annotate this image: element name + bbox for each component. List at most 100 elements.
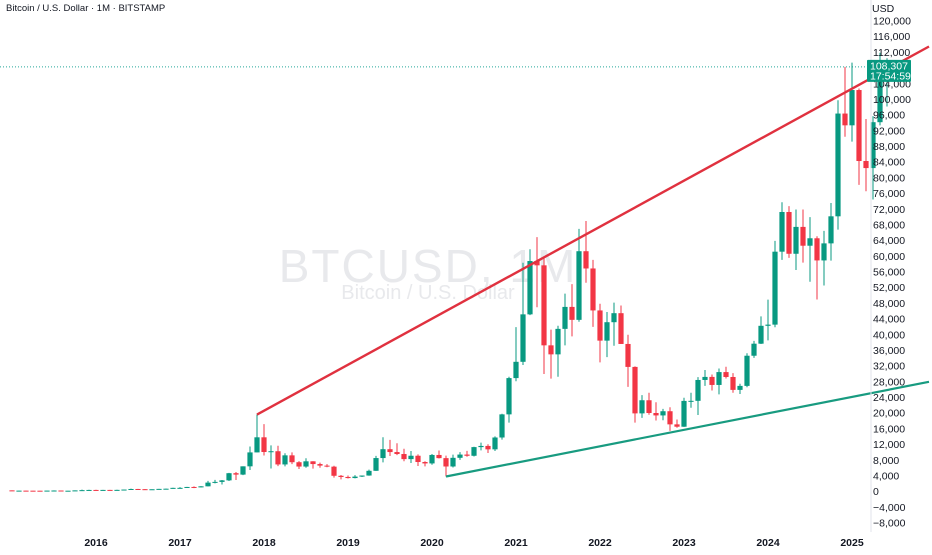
x-tick-label: 2024 bbox=[756, 537, 780, 549]
candle-body bbox=[681, 400, 687, 427]
candle-2020-12 bbox=[506, 376, 512, 423]
candle-body bbox=[394, 452, 400, 455]
candle-2021-03 bbox=[527, 249, 533, 316]
candle-body bbox=[639, 400, 645, 414]
candle-body bbox=[366, 470, 372, 476]
candle-2017-06 bbox=[212, 479, 218, 484]
price-axis[interactable]: −8,000 −4,000 0 4,000 8,000 12,000 16,000 20,00… bbox=[870, 0, 911, 532]
candle-2017-07 bbox=[219, 480, 225, 485]
candle-2018-02 bbox=[268, 445, 274, 469]
candle-body bbox=[37, 490, 43, 492]
candle-2015-09 bbox=[65, 490, 71, 492]
resistance-trendline[interactable] bbox=[256, 45, 930, 416]
candle-2020-02 bbox=[436, 450, 442, 459]
candle-2017-08 bbox=[226, 472, 232, 482]
x-tick-label: 2020 bbox=[420, 537, 444, 549]
candle-body bbox=[723, 372, 729, 377]
candle-2022-11 bbox=[667, 407, 673, 431]
candle-body bbox=[758, 325, 764, 344]
y-tick-label: 84,000 bbox=[873, 157, 905, 169]
y-tick-label: 60,000 bbox=[873, 251, 905, 263]
candle-body bbox=[779, 211, 785, 252]
candle-2019-08 bbox=[394, 443, 400, 456]
candle-2024-10 bbox=[828, 202, 834, 261]
candle-body bbox=[695, 379, 701, 401]
candle-body bbox=[632, 366, 638, 414]
candle-2020-07 bbox=[471, 446, 477, 457]
candle-body bbox=[72, 490, 78, 492]
x-tick-label: 2021 bbox=[504, 537, 528, 549]
candle-body bbox=[674, 424, 680, 427]
candle-2019-12 bbox=[422, 461, 428, 467]
candle-2015-01 bbox=[9, 490, 15, 492]
y-tick-label: 36,000 bbox=[873, 345, 905, 357]
candle-body bbox=[226, 473, 232, 481]
candle-2023-04 bbox=[702, 370, 708, 386]
candle-body bbox=[331, 466, 337, 476]
candle-body bbox=[401, 454, 407, 460]
candle-2015-06 bbox=[44, 490, 50, 492]
candle-body bbox=[219, 480, 225, 482]
candle-2024-11 bbox=[835, 100, 841, 230]
candle-2016-12 bbox=[170, 487, 176, 489]
y-tick-label: 28,000 bbox=[873, 376, 905, 388]
candle-2018-07 bbox=[303, 458, 309, 468]
candle-2018-03 bbox=[275, 445, 281, 467]
candle-body bbox=[590, 268, 596, 311]
candle-body bbox=[142, 489, 148, 491]
y-tick-label: 68,000 bbox=[873, 219, 905, 231]
candle-2016-08 bbox=[142, 489, 148, 491]
y-tick-label: 92,000 bbox=[873, 125, 905, 137]
candle-body bbox=[849, 90, 855, 126]
candle-2023-05 bbox=[709, 374, 715, 391]
candle-2024-04 bbox=[786, 206, 792, 258]
candle-2022-09 bbox=[653, 402, 659, 421]
candle-2025-02 bbox=[856, 88, 862, 185]
candle-2020-09 bbox=[485, 444, 491, 453]
candle-body bbox=[191, 486, 197, 488]
candle-body bbox=[506, 378, 512, 415]
candle-2016-09 bbox=[149, 489, 155, 491]
candle-body bbox=[835, 113, 841, 217]
candle-2017-03 bbox=[191, 486, 197, 489]
candle-body bbox=[345, 476, 351, 479]
candle-2021-07 bbox=[555, 325, 561, 377]
y-axis-currency: USD bbox=[872, 3, 895, 15]
x-tick-label: 2025 bbox=[840, 537, 864, 549]
x-tick-label: 2017 bbox=[168, 537, 192, 549]
candle-body bbox=[478, 445, 484, 448]
candle-body bbox=[233, 473, 239, 475]
candle-body bbox=[436, 454, 442, 459]
y-tick-label: 116,000 bbox=[873, 31, 910, 43]
y-tick-label: 24,000 bbox=[873, 392, 905, 404]
candle-body bbox=[786, 211, 792, 254]
support-trendline[interactable] bbox=[445, 380, 930, 478]
price-tag-countdown: 17:54:59 bbox=[870, 70, 911, 82]
candle-2023-11 bbox=[751, 340, 757, 358]
candle-2016-06 bbox=[128, 488, 134, 490]
candle-body bbox=[576, 251, 582, 320]
candle-body bbox=[44, 490, 50, 492]
candle-2021-04 bbox=[534, 237, 540, 308]
candle-2024-01 bbox=[765, 299, 771, 341]
candle-body bbox=[170, 487, 176, 489]
candle-2021-11 bbox=[583, 221, 589, 283]
candle-body bbox=[856, 90, 862, 162]
candle-body bbox=[198, 486, 204, 488]
candle-body bbox=[247, 452, 253, 467]
candle-2022-07 bbox=[639, 395, 645, 418]
candle-2023-02 bbox=[688, 392, 694, 408]
candle-body bbox=[135, 488, 141, 490]
candle-2021-12 bbox=[590, 259, 596, 327]
candle-body bbox=[520, 314, 526, 362]
candle-2018-06 bbox=[296, 461, 302, 469]
candle-2015-02 bbox=[16, 490, 22, 492]
candle-body bbox=[86, 489, 92, 491]
candle-2020-08 bbox=[478, 442, 484, 451]
time-axis[interactable]: 2016 2017 2018 2019 2020 2021 2022 2023 2024 2025 bbox=[84, 537, 864, 549]
candle-2015-12 bbox=[86, 489, 92, 491]
y-tick-label: −4,000 bbox=[873, 502, 906, 514]
candle-2019-04 bbox=[366, 469, 372, 476]
